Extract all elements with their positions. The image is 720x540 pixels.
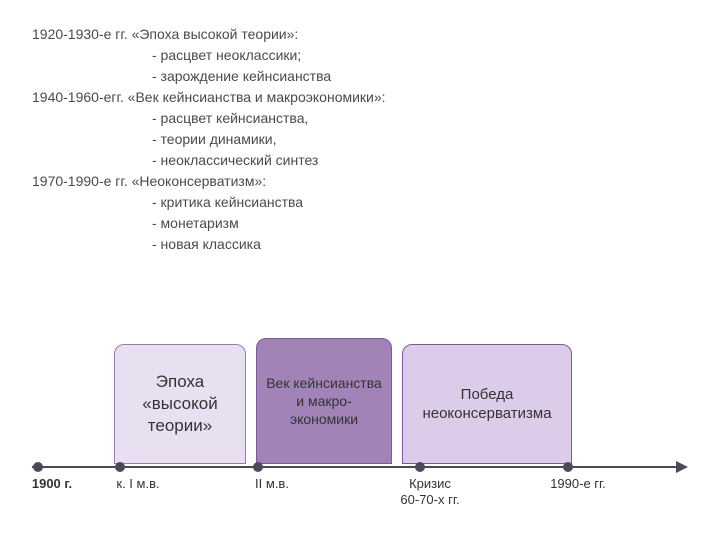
period-bullet: - критика кейнсианства xyxy=(32,192,688,213)
page: 1920-1930-е гг. «Эпоха высокой теории»: … xyxy=(0,0,720,540)
era-blocks-row: Эпоха «высокой теории» Век кейнсианства … xyxy=(32,334,688,464)
era-block-label: Победа неоконсерватизма xyxy=(411,385,563,424)
period-bullet: - теории динамики, xyxy=(32,129,688,150)
axis-line xyxy=(32,466,678,468)
axis-tick xyxy=(563,462,573,472)
periods-text-block: 1920-1930-е гг. «Эпоха высокой теории»: … xyxy=(32,24,688,255)
period-bullet: - расцвет кейнсианства, xyxy=(32,108,688,129)
period-bullet: - монетаризм xyxy=(32,213,688,234)
era-block-keynesian: Век кейнсианства и макро-экономики xyxy=(256,338,392,464)
era-block-neoconservatism: Победа неоконсерватизма xyxy=(402,344,572,464)
period-bullet: - неоклассический синтез xyxy=(32,150,688,171)
axis-tick-label: 1990-е гг. xyxy=(550,476,606,492)
axis-tick-label: Кризис 60-70-х гг. xyxy=(400,476,459,507)
period-bullet: - зарождение кейнсианства xyxy=(32,66,688,87)
axis-arrow-icon xyxy=(676,461,688,473)
era-block-high-theory: Эпоха «высокой теории» xyxy=(114,344,246,464)
era-block-label: Эпоха «высокой теории» xyxy=(123,371,237,437)
axis-tick-label: II м.в. xyxy=(255,476,289,492)
period-bullet: - новая классика xyxy=(32,234,688,255)
period-heading: 1920-1930-е гг. «Эпоха высокой теории»: xyxy=(32,24,688,45)
axis-tick xyxy=(33,462,43,472)
period-heading: 1970-1990-е гг. «Неоконсерватизм»: xyxy=(32,171,688,192)
timeline: Эпоха «высокой теории» Век кейнсианства … xyxy=(32,304,688,504)
period-heading: 1940-1960-егг. «Век кейнсианства и макро… xyxy=(32,87,688,108)
axis-tick xyxy=(415,462,425,472)
axis-tick-label: к. I м.в. xyxy=(116,476,159,492)
axis-tick-label: 1900 г. xyxy=(32,476,72,492)
timeline-axis: 1900 г. к. I м.в. II м.в. Кризис 60-70-х… xyxy=(32,466,688,468)
axis-tick xyxy=(253,462,263,472)
era-block-label: Век кейнсианства и макро-экономики xyxy=(265,374,383,429)
axis-tick xyxy=(115,462,125,472)
period-bullet: - расцвет неоклассики; xyxy=(32,45,688,66)
